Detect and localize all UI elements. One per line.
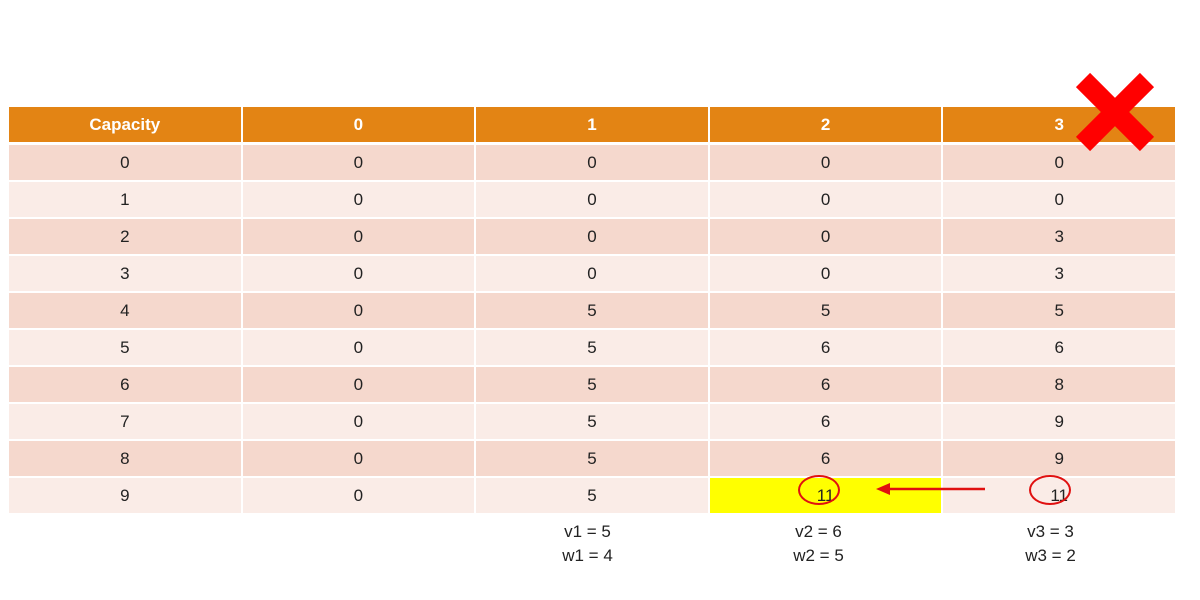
table-cell: 0: [241, 440, 477, 478]
table-cell: 3: [942, 218, 1175, 256]
table-cell: 0: [475, 255, 710, 293]
table-cell: 0: [942, 181, 1175, 219]
header-item-0: 0: [241, 107, 477, 145]
table-row: 3 0 0 0 3: [9, 255, 1175, 293]
table-row: 2 0 0 0 3: [9, 218, 1175, 256]
item-1-value: v1 = 5: [564, 522, 611, 541]
table-cell: 5: [475, 477, 710, 515]
table-cell: 7: [9, 403, 243, 441]
table-cell: 5: [475, 440, 710, 478]
table-cell: 0: [475, 181, 710, 219]
table-cell: 5: [475, 292, 710, 330]
table-cell: 5: [475, 329, 710, 367]
table-cell: 0: [942, 143, 1175, 182]
table-cell: 0: [9, 143, 243, 182]
table-cell: 0: [241, 181, 477, 219]
left-arrow-icon: [876, 483, 985, 495]
item-1-weight: w1 = 4: [562, 546, 613, 565]
table-cell: 0: [241, 292, 477, 330]
table-cell: 0: [241, 366, 477, 404]
table-cell: 8: [9, 440, 243, 478]
item-1-info: v1 = 5 w1 = 4: [472, 520, 703, 568]
circle-mark-item-3: [1029, 475, 1071, 505]
header-item-1: 1: [475, 107, 710, 145]
table-cell: 5: [9, 329, 243, 367]
item-2-weight: w2 = 5: [793, 546, 844, 565]
table-cell: 0: [241, 329, 477, 367]
item-3-info: v3 = 3 w3 = 2: [935, 520, 1166, 568]
table-cell: 1: [9, 181, 243, 219]
table-row: 8 0 5 6 9: [9, 440, 1175, 478]
table-cell: 9: [9, 477, 243, 515]
circle-mark-item-2: [798, 475, 840, 505]
table-cell: 6: [708, 440, 944, 478]
item-2-info: v2 = 6 w2 = 5: [703, 520, 934, 568]
table-cell: 6: [708, 329, 944, 367]
table-cell: 9: [942, 440, 1175, 478]
table-cell: 0: [708, 255, 944, 293]
table-cell: 0: [241, 255, 477, 293]
red-x-icon: [1075, 72, 1155, 152]
table-cell: 5: [475, 366, 710, 404]
table-cell: 0: [475, 143, 710, 182]
table-cell: 0: [241, 218, 477, 256]
table-cell: 6: [942, 329, 1175, 367]
item-3-weight: w3 = 2: [1025, 546, 1076, 565]
highlighted-cell: 11: [708, 477, 944, 515]
table-cell: 2: [9, 218, 243, 256]
table-cell: 6: [9, 366, 243, 404]
table-row: 6 0 5 6 8: [9, 366, 1175, 404]
table-cell: 8: [942, 366, 1175, 404]
header-row: Capacity 0 1 2 3: [9, 107, 1175, 145]
table-cell: 5: [475, 403, 710, 441]
table-cell: 6: [708, 403, 944, 441]
table-cell: 0: [241, 143, 477, 182]
table-cell: 6: [708, 366, 944, 404]
table-row: 5 0 5 6 6: [9, 329, 1175, 367]
item-2-value: v2 = 6: [795, 522, 842, 541]
table-cell: 0: [475, 218, 710, 256]
item-3-value: v3 = 3: [1027, 522, 1074, 541]
table-row: 1 0 0 0 0: [9, 181, 1175, 219]
table-cell: 5: [708, 292, 944, 330]
table-cell: 0: [708, 181, 944, 219]
table-cell: 0: [241, 477, 477, 515]
table-cell: 5: [942, 292, 1175, 330]
table-row: 4 0 5 5 5: [9, 292, 1175, 330]
table-cell: 0: [708, 143, 944, 182]
table-cell: 0: [708, 218, 944, 256]
table-row: 7 0 5 6 9: [9, 403, 1175, 441]
table-cell: 4: [9, 292, 243, 330]
table-cell: 3: [9, 255, 243, 293]
table-row: 0 0 0 0 0: [9, 143, 1175, 182]
dp-table: Capacity 0 1 2 3 0 0 0 0 0 1 0 0 0 0 2 0…: [9, 107, 1175, 515]
table-cell: 3: [942, 255, 1175, 293]
header-capacity: Capacity: [9, 107, 243, 145]
table-cell: 0: [241, 403, 477, 441]
header-item-2: 2: [708, 107, 944, 145]
table-cell: 9: [942, 403, 1175, 441]
